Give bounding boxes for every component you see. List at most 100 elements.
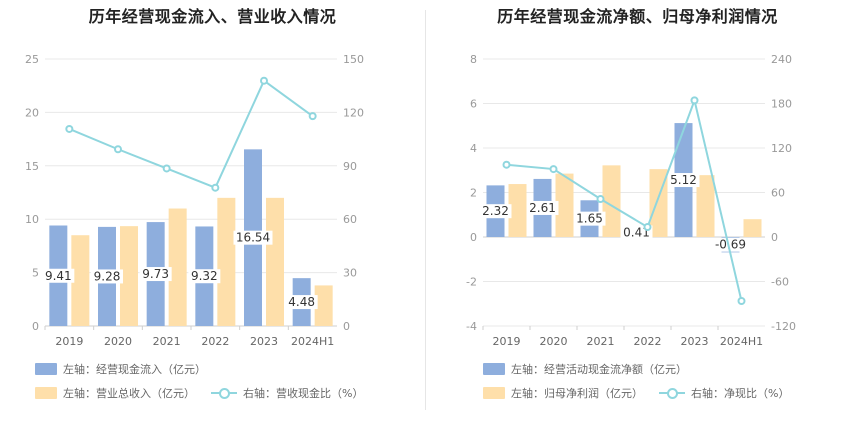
chart-panel-right: 历年经营现金流净额、归母净利润情况 -4 -120 -2 -60 0 0 2 60 4 120 6 1… xyxy=(425,0,850,437)
x-tick-label: 2024H1 xyxy=(720,335,763,348)
line-point xyxy=(308,112,317,121)
legend-row-2-right: 左轴：归母净利润（亿元） 右轴：净现比（%） xyxy=(483,385,805,401)
data-label-bg xyxy=(233,230,273,245)
data-label-bg xyxy=(42,268,75,283)
data-label: -0.69 xyxy=(715,238,746,252)
y-right-tick-label: 120 xyxy=(771,142,792,155)
chart-canvas-left: 0 0 5 30 10 60 15 90 20 120 25 150 2019 2020 2021 2022 2… xyxy=(25,53,364,348)
bar-secondary xyxy=(602,165,621,237)
data-label: 0.41 xyxy=(623,225,650,239)
bar-secondary xyxy=(266,197,284,326)
legend-label: 左轴：归母净利润（亿元） xyxy=(511,387,643,400)
line-point xyxy=(114,145,122,154)
data-label-bg xyxy=(667,173,700,188)
y-left-tick-label: 25 xyxy=(25,53,39,66)
line-point xyxy=(690,96,699,105)
y-left-tick-label: 10 xyxy=(25,213,39,226)
data-label-bg xyxy=(285,295,318,310)
legend-item-cash-inflow[interactable]: 左轴：经营现金流入（亿元） xyxy=(35,361,206,377)
y-left-tick-label: 2 xyxy=(470,187,477,200)
series-line xyxy=(506,96,743,302)
y-right-tick-label: 240 xyxy=(771,53,792,66)
panel-divider xyxy=(425,10,426,410)
line-point xyxy=(737,297,746,306)
legend-item-net-cash-ratio[interactable]: 右轴：净现比（%） xyxy=(659,385,789,401)
x-tick-label: 2023 xyxy=(250,335,278,348)
legend-label: 右轴：营收现金比（%） xyxy=(243,387,364,400)
y-right-tick-label: 30 xyxy=(343,267,357,280)
line-point xyxy=(260,76,268,85)
data-label-bg xyxy=(188,269,221,284)
x-tick-label: 2022 xyxy=(201,335,229,348)
legend-swatch-orange xyxy=(35,387,57,399)
y-left-tick-label: 20 xyxy=(25,106,39,119)
y-left-tick-label: -4 xyxy=(466,320,477,333)
y-right-tick-label: 0 xyxy=(771,231,778,244)
y-left-tick-label: 0 xyxy=(32,320,39,333)
line-point xyxy=(643,223,652,232)
data-label-bg xyxy=(139,267,172,282)
y-right-tick-label: 60 xyxy=(343,213,357,226)
data-label-bg xyxy=(711,237,750,252)
y-left-tick-label: 5 xyxy=(32,267,39,280)
legend-item-net-cash[interactable]: 左轴：经营活动现金流净额（亿元） xyxy=(483,361,687,377)
line-point xyxy=(65,124,74,133)
data-label: 9.41 xyxy=(45,269,72,283)
y-left-tick-label: 4 xyxy=(470,142,477,155)
series-line xyxy=(68,79,314,189)
x-tick-label: 2022 xyxy=(634,335,662,348)
legend-line-icon xyxy=(659,387,685,399)
y-right-tick-label: 180 xyxy=(771,98,792,111)
y-left-tick-label: -2 xyxy=(466,276,477,289)
bar-secondary xyxy=(508,184,527,237)
data-label: 2.32 xyxy=(482,204,509,218)
data-label: 5.12 xyxy=(670,173,697,187)
x-tick-label: 2023 xyxy=(681,335,709,348)
data-label: 2.61 xyxy=(529,201,556,215)
legend-swatch-blue xyxy=(35,363,57,375)
line-point xyxy=(502,160,511,169)
bar-secondary xyxy=(120,226,138,326)
chart-title-left: 历年经营现金流入、营业收入情况 xyxy=(88,7,337,26)
line-point xyxy=(549,165,558,174)
data-label: 9.73 xyxy=(142,267,169,281)
legend-label: 右轴：净现比（%） xyxy=(691,387,790,400)
bar-secondary xyxy=(314,285,333,326)
y-right-tick-label: -120 xyxy=(771,320,796,333)
legend-item-ratio[interactable]: 右轴：营收现金比（%） xyxy=(211,385,363,401)
bar-secondary xyxy=(71,235,90,326)
line-point xyxy=(211,183,220,192)
legend-swatch-blue xyxy=(483,363,505,375)
legend-row-2-left: 左轴：营业总收入（亿元） 右轴：营收现金比（%） xyxy=(35,385,379,401)
bar-secondary xyxy=(696,175,715,237)
legend-label: 左轴：经营现金流入（亿元） xyxy=(63,363,206,376)
y-right-tick-label: 150 xyxy=(343,53,364,66)
legend-item-net-profit[interactable]: 左轴：归母净利润（亿元） xyxy=(483,385,643,401)
data-label: 9.32 xyxy=(191,269,218,283)
data-label-bg xyxy=(573,211,606,226)
data-label: 1.65 xyxy=(576,212,603,226)
chart-panel-left: 历年经营现金流入、营业收入情况 0 0 5 30 10 60 15 90 20 120 25 150 2… xyxy=(25,7,379,401)
x-tick-label: 2021 xyxy=(587,335,615,348)
x-tick-label: 2020 xyxy=(540,335,568,348)
legend-row-1-right: 左轴：经营活动现金流净额（亿元） xyxy=(483,361,703,377)
bar-secondary xyxy=(168,208,187,326)
data-label-bg xyxy=(526,200,559,215)
x-tick-label: 2019 xyxy=(493,335,521,348)
chart-title-right: 历年经营现金流净额、归母净利润情况 xyxy=(497,7,778,26)
legend-swatch-orange xyxy=(483,387,505,399)
x-tick-label: 2021 xyxy=(153,335,181,348)
y-right-tick-label: 60 xyxy=(771,187,785,200)
x-tick-label: 2020 xyxy=(104,335,132,348)
y-left-tick-label: 0 xyxy=(470,231,477,244)
y-left-tick-label: 6 xyxy=(470,98,477,111)
legend-line-icon xyxy=(211,387,237,399)
legend-label: 左轴：营业总收入（亿元） xyxy=(63,387,195,400)
x-tick-label: 2019 xyxy=(55,335,83,348)
x-tick-label: 2024H1 xyxy=(291,335,334,348)
legend-row-1-left: 左轴：经营现金流入（亿元） xyxy=(35,361,222,377)
bar-secondary xyxy=(743,219,762,237)
legend-item-revenue[interactable]: 左轴：营业总收入（亿元） xyxy=(35,385,195,401)
chart-canvas-right: -4 -120 -2 -60 0 0 2 60 4 120 6 180 8 240 2019 2020 2021… xyxy=(466,53,796,348)
y-right-tick-label: 120 xyxy=(343,106,364,119)
